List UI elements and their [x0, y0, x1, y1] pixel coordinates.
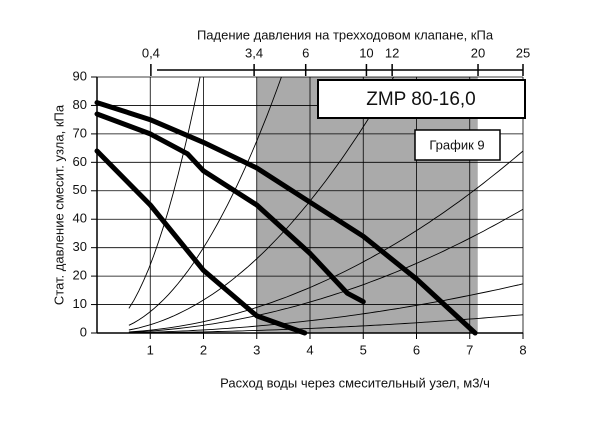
x2-axis-label: Падение давления на трехходовом клапане,…	[197, 27, 494, 42]
x-tick-label: 7	[466, 342, 473, 357]
y-tick-label: 60	[73, 154, 87, 169]
pump-curve	[94, 148, 308, 336]
y-tick-label: 0	[80, 324, 87, 339]
system-curve	[128, 283, 523, 333]
chart-subtitle: График 9	[429, 137, 484, 152]
system-curve	[128, 208, 523, 333]
x-tick-label: 2	[200, 342, 207, 357]
x-tick-label: 4	[306, 342, 313, 357]
subtitle-box	[414, 129, 501, 161]
x2-tick-label: 20	[471, 45, 485, 60]
y-tick-label: 80	[73, 97, 87, 112]
y-tick-label: 20	[73, 268, 87, 283]
x2-tick-label: 6	[302, 45, 309, 60]
title-box	[317, 79, 526, 119]
chart-title: ZMP 80-16,0	[366, 89, 475, 110]
x2-tick-label: 0,4	[142, 45, 160, 60]
y-tick-label: 30	[73, 239, 87, 254]
x-tick-label: 6	[413, 342, 420, 357]
pump-curve	[94, 100, 478, 336]
system-curve	[128, 150, 523, 333]
x-tick-label: 8	[519, 342, 526, 357]
pump-curve	[94, 111, 366, 305]
x2-tick-label: 3,4	[245, 45, 263, 60]
system-curve	[128, 77, 201, 309]
shaded-region	[256, 77, 478, 333]
x-axis-label: Расход воды через смесительный узел, м3/…	[220, 375, 490, 390]
x-tick-label: 3	[253, 342, 260, 357]
y-axis-label: Стат. давление смесит. узла, кПа	[51, 104, 66, 305]
system-curve	[128, 77, 395, 331]
y-tick-label: 40	[73, 211, 87, 226]
y-tick-label: 50	[73, 182, 87, 197]
x2-tick-label: 10	[359, 45, 373, 60]
y-tick-label: 10	[73, 296, 87, 311]
x-tick-label: 5	[360, 342, 367, 357]
y-tick-label: 90	[73, 68, 87, 83]
x-tick-label: 1	[147, 342, 154, 357]
x2-tick-label: 12	[385, 45, 399, 60]
y-tick-label: 70	[73, 125, 87, 140]
x2-tick-label: 25	[516, 45, 530, 60]
